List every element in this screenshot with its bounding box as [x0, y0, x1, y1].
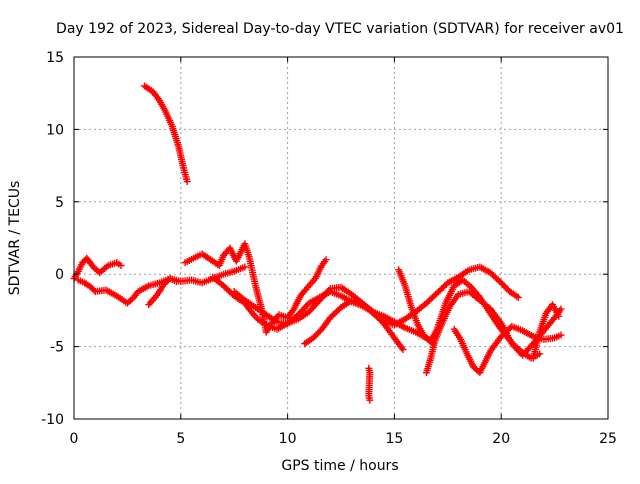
- series-sat-m: [365, 364, 374, 404]
- x-axis-label: GPS time / hours: [281, 458, 398, 474]
- data-point: [241, 263, 249, 271]
- series-sat-b: [70, 254, 125, 283]
- series-sat-g: [230, 263, 522, 329]
- data-point: [173, 277, 181, 285]
- y-axis-label: SDTVAR / TECUs: [7, 181, 23, 296]
- data-point: [399, 345, 407, 353]
- series-sat-a: [140, 82, 191, 186]
- y-tick-label: 0: [55, 267, 64, 283]
- series-sat-c: [74, 263, 249, 307]
- y-tick-label: -10: [41, 412, 64, 428]
- data-point: [183, 178, 191, 186]
- axis-ticks: 0 5 10 15 20 25 -10 -5 0 5 10 15: [41, 50, 617, 447]
- y-tick-label: 10: [46, 122, 64, 138]
- x-tick-label: 25: [599, 431, 617, 447]
- data-point: [366, 396, 374, 404]
- x-tick-label: 0: [70, 431, 79, 447]
- x-tick-label: 15: [385, 431, 403, 447]
- data-point: [117, 262, 125, 270]
- y-tick-label: 15: [46, 50, 64, 66]
- plot-frame: [73, 56, 609, 420]
- chart-title: Day 192 of 2023, Sidereal Day-to-day VTE…: [56, 21, 624, 37]
- data-point: [557, 331, 565, 339]
- data-point: [555, 312, 563, 320]
- x-tick-label: 20: [492, 431, 510, 447]
- data-point: [90, 286, 98, 294]
- x-tick-label: 10: [279, 431, 297, 447]
- data-point: [557, 305, 565, 313]
- series-sat-d: [145, 275, 181, 309]
- y-tick-label: 5: [55, 195, 64, 211]
- series-sat-h: [301, 296, 407, 353]
- y-tick-label: -5: [50, 340, 64, 356]
- data-point: [514, 293, 522, 301]
- x-tick-label: 5: [176, 431, 185, 447]
- data-point: [322, 256, 330, 264]
- series-sat-l: [529, 301, 563, 362]
- data-points: [70, 82, 565, 404]
- series-sat-e: [181, 240, 330, 336]
